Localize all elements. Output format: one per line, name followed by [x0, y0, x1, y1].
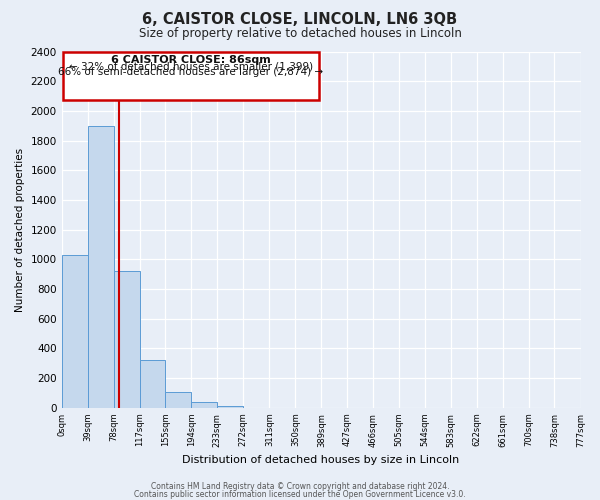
Text: Size of property relative to detached houses in Lincoln: Size of property relative to detached ho… [139, 28, 461, 40]
Bar [165, 392, 191, 408]
X-axis label: Distribution of detached houses by size in Lincoln: Distribution of detached houses by size … [182, 455, 460, 465]
Bar [217, 406, 243, 408]
Bar [88, 126, 114, 408]
Bar [114, 271, 140, 408]
Y-axis label: Number of detached properties: Number of detached properties [15, 148, 25, 312]
Bar [63, 52, 319, 100]
Text: 66% of semi-detached houses are larger (2,874) →: 66% of semi-detached houses are larger (… [58, 68, 323, 78]
Bar [62, 255, 88, 408]
Text: 6, CAISTOR CLOSE, LINCOLN, LN6 3QB: 6, CAISTOR CLOSE, LINCOLN, LN6 3QB [142, 12, 458, 28]
Text: ← 32% of detached houses are smaller (1,399): ← 32% of detached houses are smaller (1,… [69, 62, 313, 72]
Bar [140, 360, 165, 408]
Text: 6 CAISTOR CLOSE: 86sqm: 6 CAISTOR CLOSE: 86sqm [111, 55, 271, 65]
Bar [191, 402, 217, 408]
Text: Contains HM Land Registry data © Crown copyright and database right 2024.: Contains HM Land Registry data © Crown c… [151, 482, 449, 491]
Text: Contains public sector information licensed under the Open Government Licence v3: Contains public sector information licen… [134, 490, 466, 499]
